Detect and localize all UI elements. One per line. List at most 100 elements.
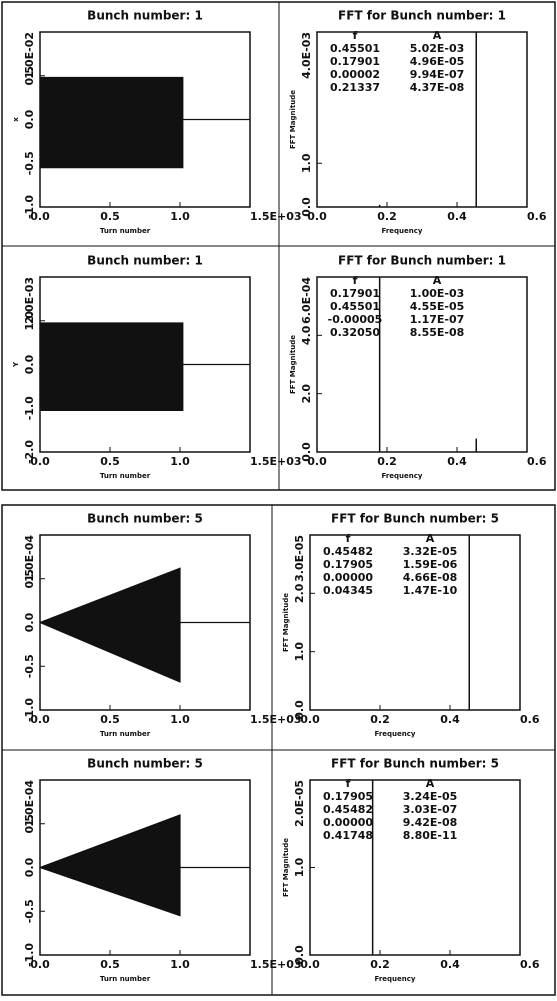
plot-area	[40, 76, 250, 169]
table-cell: 8.55E-08	[410, 326, 465, 339]
x-tick-label: 0.6	[527, 210, 547, 223]
x-axis-label: Turn number	[100, 227, 151, 235]
table-header: A	[426, 532, 435, 545]
x-tick-label: 0.4	[440, 958, 460, 971]
plot-frame	[316, 276, 528, 453]
x-tick-label: 0.4	[447, 455, 467, 468]
x-tick-label: 0.0	[30, 210, 50, 223]
table-cell: 0.17901	[330, 287, 380, 300]
x-tick-label: 1.5E+03	[250, 455, 302, 468]
y-tick-label: -0.5	[23, 654, 36, 678]
y-axis-label: FFT Magnitude	[289, 90, 297, 149]
y-tick-label: 0.0	[23, 857, 36, 877]
table-cell: -0.00005	[328, 313, 383, 326]
x-tick-label: 0.4	[440, 713, 460, 726]
x-axis-label: Turn number	[100, 472, 151, 480]
y-tick-label: 0.5	[23, 814, 36, 834]
x-tick-label: 0.0	[307, 455, 327, 468]
table-cell: 0.45501	[330, 42, 380, 55]
table-header: A	[433, 29, 442, 42]
table-cell: 0.21337	[330, 81, 380, 94]
y-tick-label: 1.0E-02	[23, 32, 36, 79]
x-tick-label: 0.6	[520, 713, 540, 726]
table-cell: 8.80E-11	[403, 829, 458, 842]
table-cell: 3.03E-07	[403, 803, 458, 816]
table-cell: 3.24E-05	[403, 790, 458, 803]
table-cell: 0.45501	[330, 300, 380, 313]
x-tick-label: 1.0	[170, 455, 190, 468]
y-tick-label: 0.0	[300, 197, 313, 217]
y-tick-label: 6.0E-04	[300, 277, 313, 324]
plot-area	[378, 277, 477, 452]
y-tick-label: 0.5	[23, 66, 36, 86]
chart-title: FFT for Bunch number: 1	[338, 254, 506, 268]
signal-envelope	[40, 76, 250, 169]
plot-area	[40, 567, 250, 683]
x-tick-label: 0.0	[300, 958, 320, 971]
x-tick-label: 0.2	[370, 713, 390, 726]
table-cell: 0.32050	[330, 326, 380, 339]
table-cell: 1.17E-07	[410, 313, 465, 326]
x-tick-label: 0.0	[30, 455, 50, 468]
x-tick-label: 1.5E+03	[250, 210, 302, 223]
y-tick-label: 0.5	[23, 569, 36, 589]
x-axis-label: Frequency	[382, 227, 423, 235]
y-tick-label: 0.0	[23, 354, 36, 374]
y-tick-label: 2.0	[300, 384, 313, 404]
table-header: f	[353, 29, 358, 42]
y-tick-label: -1.0	[23, 195, 36, 219]
x-axis-label: Frequency	[375, 730, 416, 738]
table-cell: 3.32E-05	[403, 545, 458, 558]
table-cell: 9.94E-07	[410, 68, 465, 81]
plot-area	[378, 32, 477, 207]
x-tick-label: 0.0	[300, 713, 320, 726]
x-axis-label: Turn number	[100, 975, 151, 983]
table-cell: 0.00000	[323, 571, 373, 584]
y-tick-label: 1.0	[293, 857, 306, 877]
x-tick-label: 0.5	[100, 455, 120, 468]
table-cell: 0.17905	[323, 558, 373, 571]
y-tick-label: 0.0	[300, 442, 313, 462]
y-tick-label: 4.0E-03	[300, 32, 313, 79]
chart-title: FFT for Bunch number: 5	[331, 757, 499, 771]
table-cell: 1.59E-06	[403, 558, 458, 571]
y-tick-label: 1.0	[293, 642, 306, 662]
y-axis-label: FFT Magnitude	[282, 838, 290, 897]
table-cell: 9.42E-08	[403, 816, 458, 829]
table-cell: 4.66E-08	[403, 571, 458, 584]
x-axis-label: Frequency	[375, 975, 416, 983]
y-tick-label: -0.5	[23, 899, 36, 923]
y-tick-label: -1.0	[23, 698, 36, 722]
plot-frame	[309, 534, 521, 711]
x-tick-label: 0.2	[377, 455, 397, 468]
table-cell: 0.45482	[323, 545, 373, 558]
chart-title: Bunch number: 1	[87, 9, 203, 23]
table-cell: 0.04345	[323, 584, 373, 597]
x-tick-label: 1.0	[170, 210, 190, 223]
plot-area	[40, 814, 250, 917]
table-cell: 1.00E-03	[410, 287, 465, 300]
y-tick-label: -0.5	[23, 151, 36, 175]
y-axis-label: Y	[12, 361, 20, 368]
y-tick-label: 2.0	[293, 583, 306, 603]
table-header: f	[353, 274, 358, 287]
y-tick-label: 0.0	[23, 612, 36, 632]
y-tick-label: 3.0E-05	[293, 535, 306, 582]
table-cell: 0.45482	[323, 803, 373, 816]
chart-title: Bunch number: 5	[87, 512, 203, 526]
y-tick-label: 0.0	[293, 945, 306, 965]
table-cell: 4.96E-05	[410, 55, 465, 68]
x-tick-label: 0.0	[30, 958, 50, 971]
y-tick-label: 1.0	[23, 311, 36, 331]
plot-frame	[316, 31, 528, 208]
signal-envelope	[40, 567, 250, 683]
x-tick-label: 1.5E+03	[250, 958, 302, 971]
x-tick-label: 0.2	[370, 958, 390, 971]
table-cell: 0.00002	[330, 68, 380, 81]
x-tick-label: 1.5E+03	[250, 713, 302, 726]
y-tick-label: 1.0E-04	[23, 535, 36, 582]
chart-title: FFT for Bunch number: 1	[338, 9, 506, 23]
y-axis-label: FFT Magnitude	[282, 593, 290, 652]
x-tick-label: 0.4	[447, 210, 467, 223]
signal-envelope	[40, 322, 250, 412]
